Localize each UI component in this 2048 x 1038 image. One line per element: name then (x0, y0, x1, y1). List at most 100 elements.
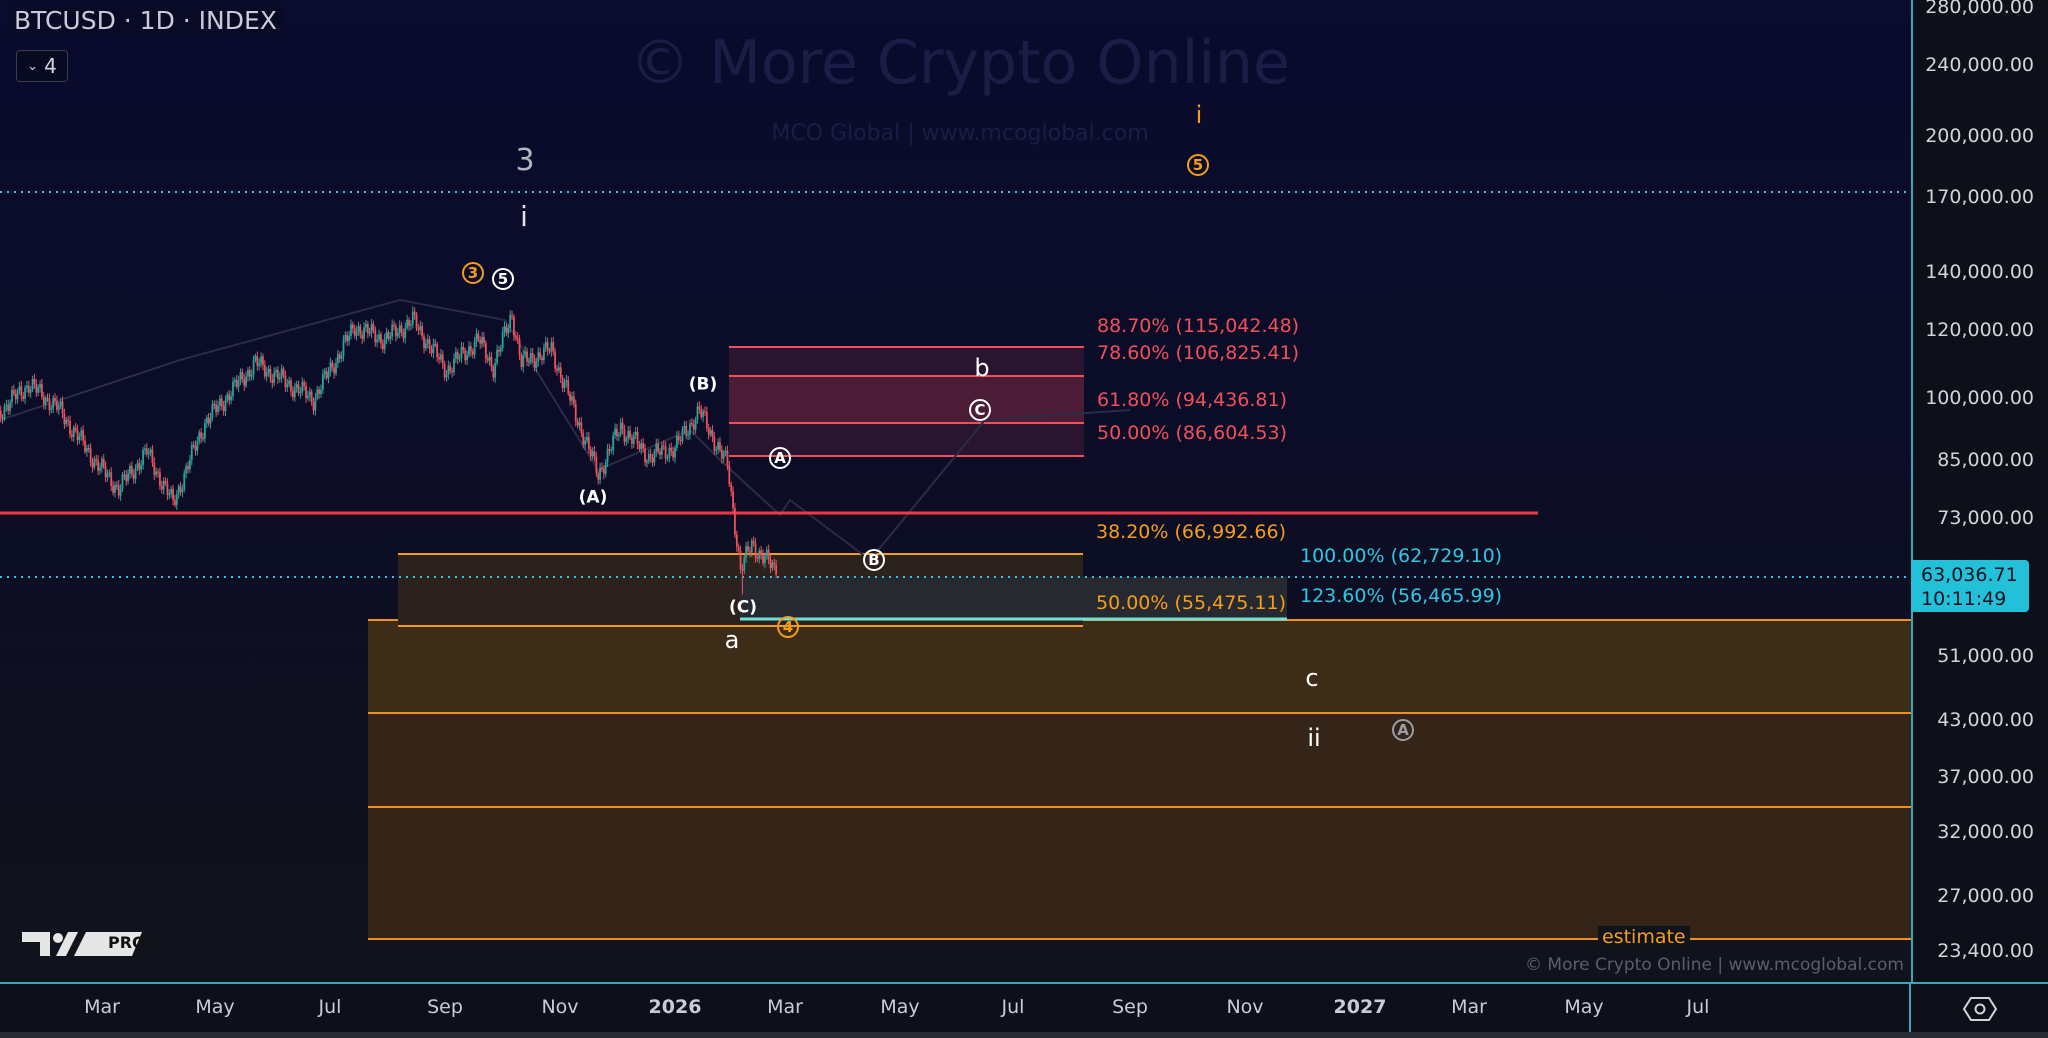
candle (65, 419, 68, 425)
candle (552, 342, 555, 352)
current-price-label: 63,036.71 10:11:49 (1911, 560, 2029, 612)
indicators-toggle-button[interactable]: ⌄ 4 (16, 50, 68, 82)
candle (662, 445, 665, 447)
candle (601, 467, 603, 469)
wave-label-i: i (520, 200, 528, 233)
candle (423, 336, 425, 349)
candle (376, 339, 379, 343)
candle (374, 330, 377, 343)
candle (574, 403, 577, 422)
candle (327, 372, 330, 379)
candle (102, 458, 105, 467)
candle (370, 324, 373, 333)
candle (239, 372, 242, 381)
price-axis-label: 23,400.00 (1937, 940, 2034, 962)
candle (522, 354, 525, 368)
candle (74, 427, 77, 431)
candle (541, 357, 543, 361)
price-axis-label: 85,000.00 (1937, 449, 2034, 471)
candle (439, 354, 442, 360)
candle (372, 324, 375, 331)
candle (93, 458, 96, 468)
candle (147, 452, 150, 455)
candle (707, 427, 710, 435)
wave-path-lines (0, 298, 1131, 562)
candle (136, 463, 139, 468)
price-axis-label: 32,000.00 (1937, 821, 2034, 843)
candle (752, 540, 755, 544)
candle (290, 380, 292, 392)
candle (561, 377, 564, 389)
candle (142, 450, 144, 465)
candle (475, 333, 478, 342)
candle (586, 436, 588, 441)
time-axis-label: Mar (767, 996, 803, 1018)
candle (421, 325, 424, 337)
price-axis-label: 170,000.00 (1925, 186, 2034, 208)
candle (198, 432, 201, 442)
candle (464, 349, 467, 361)
candle (499, 347, 502, 352)
candle (704, 411, 706, 413)
candle (447, 365, 450, 375)
candle (391, 324, 394, 337)
candle (720, 449, 723, 459)
candle (48, 398, 51, 410)
candle (593, 451, 596, 457)
candle (243, 378, 246, 386)
chart-plot-area[interactable]: © More Crypto Online MCO Global | www.mc… (0, 0, 1911, 982)
candle (462, 347, 465, 350)
candle (160, 485, 163, 490)
candle (269, 368, 272, 380)
candle (404, 327, 407, 339)
candle (548, 350, 551, 352)
candle (95, 458, 98, 461)
candle (72, 427, 75, 437)
indicator-count: 4 (44, 54, 57, 78)
candle (232, 381, 234, 397)
red-fib-zone-top (729, 347, 1084, 376)
candle (501, 331, 504, 348)
candle (381, 343, 384, 350)
candle (333, 367, 336, 374)
candle (518, 339, 521, 356)
candle (709, 430, 712, 435)
candle (288, 380, 291, 385)
candle (406, 319, 409, 328)
candle (535, 361, 538, 368)
price-axis[interactable]: 280,000.00 240,000.00 200,000.00 170,000.00… (1911, 0, 2048, 982)
price-axis-label: 100,000.00 (1925, 387, 2034, 409)
candle (138, 463, 141, 470)
candle (492, 367, 495, 378)
candle (295, 384, 298, 388)
candle (29, 389, 32, 393)
candle (443, 363, 446, 378)
candle (213, 403, 216, 405)
candle (263, 365, 266, 377)
candle (115, 484, 118, 486)
candle (323, 371, 326, 375)
candle (762, 554, 764, 564)
time-axis[interactable]: Mar May Jul Sep Nov 2026 Mar May Jul Sep Nov 2027 Ma… (0, 982, 2048, 1032)
symbol-title[interactable]: BTCUSD · 1D · INDEX (8, 6, 283, 35)
candle (488, 356, 491, 361)
candle (520, 355, 523, 368)
candle (513, 316, 515, 336)
settings-icon[interactable] (1962, 996, 1998, 1026)
candle (80, 430, 83, 437)
candle (580, 422, 583, 433)
candle (175, 494, 178, 505)
candle (82, 430, 85, 441)
candle (190, 445, 193, 461)
candle (54, 398, 56, 401)
candle (114, 484, 116, 493)
candle (724, 450, 727, 453)
candle (378, 334, 380, 340)
candle (616, 428, 618, 437)
candle (226, 394, 229, 401)
candle (185, 466, 188, 474)
candle (312, 401, 315, 411)
candle (286, 384, 289, 388)
candle (50, 408, 53, 410)
candle (33, 379, 36, 384)
